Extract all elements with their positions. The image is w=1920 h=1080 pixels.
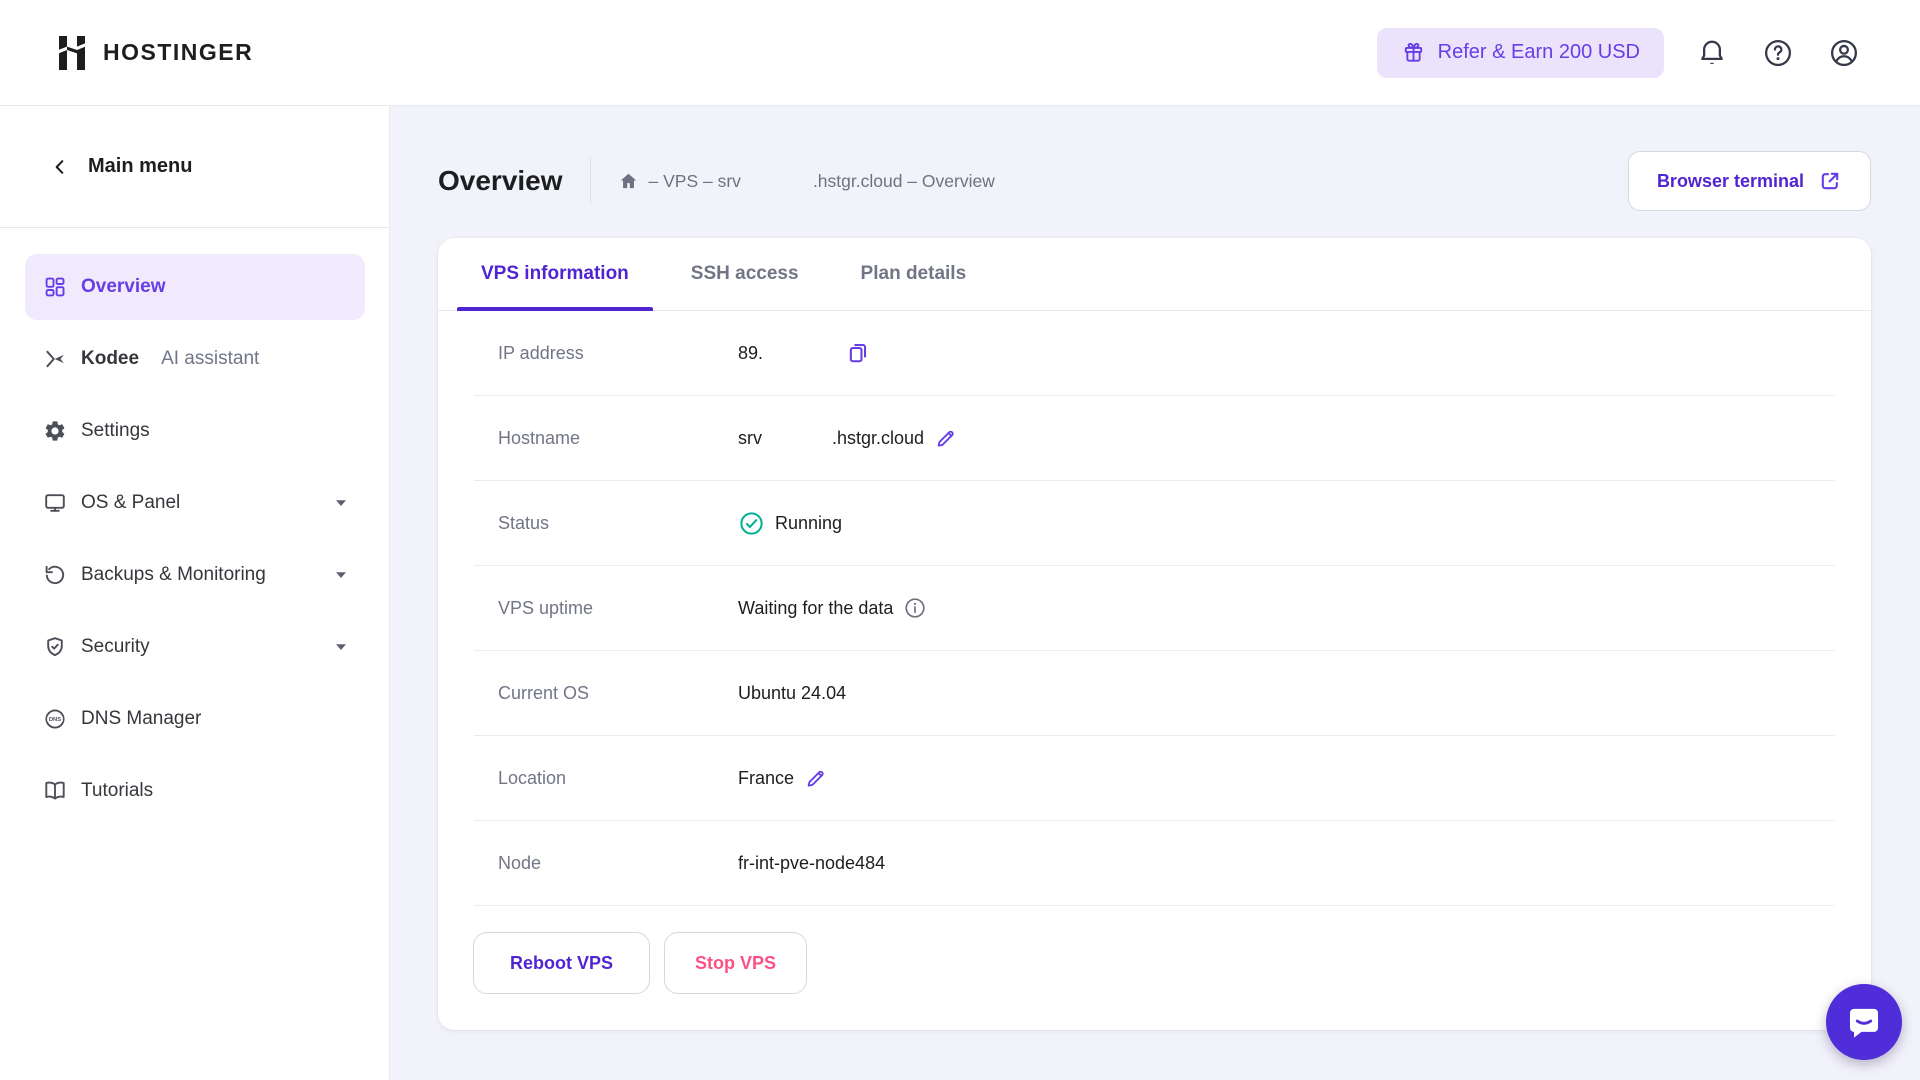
sidebar-item-label: Backups & Monitoring: [81, 564, 266, 585]
tab-vps-information[interactable]: VPS information: [457, 238, 653, 311]
check-circle-icon: [738, 510, 765, 537]
breadcrumb: – VPS – srv .hstgr.cloud – Overview: [618, 171, 995, 192]
chevron-down-icon: [335, 643, 347, 651]
chevron-left-icon: [50, 157, 70, 177]
sidebar-item-label: Settings: [81, 420, 150, 441]
gear-icon: [43, 419, 67, 443]
info-icon[interactable]: [903, 596, 927, 620]
tab-bar: VPS information SSH access Plan details: [438, 238, 1871, 311]
sidebar-item-os-panel[interactable]: OS & Panel: [25, 470, 365, 536]
copy-icon[interactable]: [845, 340, 871, 366]
current-os-value: Ubuntu 24.04: [738, 682, 847, 703]
stop-vps-button[interactable]: Stop VPS: [664, 932, 808, 994]
uptime-value: Waiting for the data: [738, 597, 894, 618]
status-value: Running: [775, 512, 843, 533]
tab-plan-details[interactable]: Plan details: [837, 238, 991, 310]
edit-location-pencil-icon[interactable]: [804, 767, 827, 790]
breadcrumb-suffix: .hstgr.cloud – Overview: [812, 170, 995, 191]
vps-action-buttons: Reboot VPS Stop VPS: [438, 906, 1871, 994]
book-icon: [43, 779, 67, 803]
back-to-main-menu[interactable]: Main menu: [0, 106, 389, 228]
sidebar: Main menu Overview: [0, 106, 390, 1080]
sidebar-item-label: DNS Manager: [81, 708, 202, 729]
help-icon[interactable]: [1760, 35, 1796, 71]
svg-text:DNS: DNS: [49, 717, 61, 723]
reboot-vps-button[interactable]: Reboot VPS: [473, 932, 651, 994]
row-label: Node: [498, 852, 542, 873]
vps-information-card: VPS information SSH access Plan details …: [438, 238, 1871, 1030]
hostname-prefix: srv: [738, 427, 762, 448]
vps-info-rows: IP address 89. Hostname: [474, 311, 1835, 906]
hostinger-logo[interactable]: HOSTINGER: [57, 35, 254, 70]
tab-ssh-access[interactable]: SSH access: [667, 238, 823, 310]
sidebar-item-label: Kodee: [81, 348, 140, 369]
row-label: Current OS: [498, 682, 590, 703]
row-label: VPS uptime: [498, 597, 594, 618]
refer-earn-label: Refer & Earn 200 USD: [1437, 41, 1640, 63]
sidebar-item-backups-monitoring[interactable]: Backups & Monitoring: [25, 542, 365, 608]
sidebar-item-overview[interactable]: Overview: [25, 254, 365, 320]
sidebar-item-dns-manager[interactable]: DNS DNS Manager: [25, 686, 365, 752]
gift-icon: [1401, 40, 1426, 65]
kodee-spark-icon: [43, 347, 67, 371]
dns-globe-icon: DNS: [43, 707, 67, 731]
sidebar-item-kodee[interactable]: Kodee AI assistant: [25, 326, 365, 392]
location-value: France: [738, 767, 795, 788]
sidebar-item-label: OS & Panel: [81, 492, 181, 513]
row-hostname: Hostname srv .hstgr.cloud: [474, 396, 1835, 481]
page-title: Overview: [438, 165, 563, 196]
node-value: fr-int-pve-node484: [738, 852, 886, 873]
top-header: HOSTINGER Refer & Earn 200 USD: [0, 0, 1920, 106]
row-location: Location France: [474, 736, 1835, 821]
restore-icon: [43, 563, 67, 587]
edit-hostname-pencil-icon[interactable]: [934, 427, 957, 450]
row-ip-address: IP address 89.: [474, 311, 1835, 396]
header-divider: [589, 158, 591, 204]
sidebar-item-label: Security: [81, 636, 150, 657]
dashboard-icon: [43, 275, 67, 299]
row-node: Node fr-int-pve-node484: [474, 821, 1835, 906]
account-profile-icon[interactable]: [1826, 35, 1862, 71]
chevron-down-icon: [335, 499, 347, 507]
row-current-os: Current OS Ubuntu 24.04: [474, 651, 1835, 736]
chat-support-bubble[interactable]: [1826, 984, 1902, 1060]
hostname-suffix: .hstgr.cloud: [832, 427, 925, 448]
main-menu-label: Main menu: [88, 155, 193, 177]
brand-name: HOSTINGER: [103, 39, 254, 65]
chat-bubble-icon: [1844, 1002, 1884, 1042]
shield-check-icon: [43, 635, 67, 659]
row-label: Status: [498, 512, 550, 533]
hostinger-h-mark-icon: [57, 35, 87, 70]
row-label: Hostname: [498, 427, 581, 448]
browser-terminal-button[interactable]: Browser terminal: [1627, 151, 1871, 211]
notifications-bell-icon[interactable]: [1694, 35, 1730, 71]
refer-earn-button[interactable]: Refer & Earn 200 USD: [1376, 27, 1664, 78]
external-link-icon: [1818, 169, 1842, 193]
row-label: IP address: [498, 342, 584, 363]
breadcrumb-prefix: – VPS – srv: [648, 170, 741, 191]
sidebar-item-label: Tutorials: [81, 780, 154, 801]
sidebar-item-tutorials[interactable]: Tutorials: [25, 758, 365, 824]
row-vps-uptime: VPS uptime Waiting for the data: [474, 566, 1835, 651]
ip-address-value: 89.: [738, 342, 764, 363]
sidebar-item-settings[interactable]: Settings: [25, 398, 365, 464]
monitor-icon: [43, 491, 67, 515]
kodee-sublabel: AI assistant: [161, 348, 260, 369]
sidebar-item-label: Overview: [81, 276, 166, 297]
row-status: Status Running: [474, 481, 1835, 566]
sidebar-nav: Overview Kodee AI assistant: [0, 228, 389, 824]
home-icon[interactable]: [618, 171, 639, 192]
browser-terminal-label: Browser terminal: [1656, 170, 1804, 191]
sidebar-item-security[interactable]: Security: [25, 614, 365, 680]
row-label: Location: [498, 767, 567, 788]
chevron-down-icon: [335, 571, 347, 579]
page-header: Overview – VPS – srv .hstgr.cloud – Over…: [438, 150, 1871, 212]
main-content: Overview – VPS – srv .hstgr.cloud – Over…: [390, 106, 1920, 1080]
